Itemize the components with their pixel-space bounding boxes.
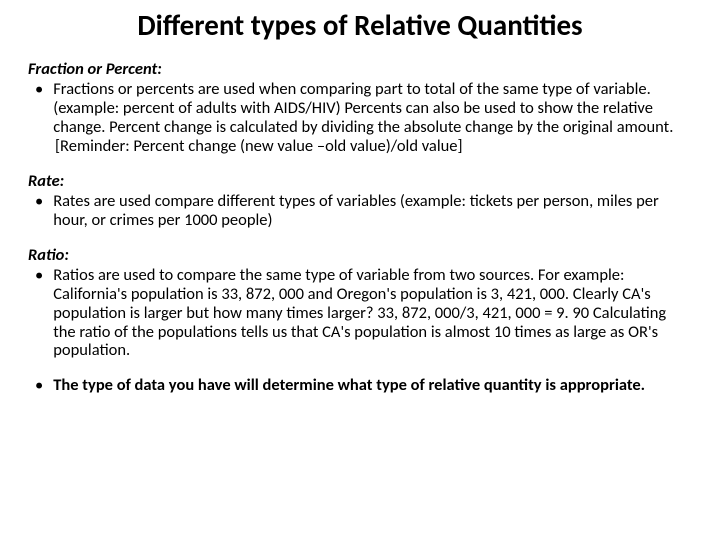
rate-heading: Rate:: [28, 172, 692, 191]
ratio-body: Ratios are used to compare the same type…: [53, 266, 692, 361]
section-ratio: Ratio: • Ratios are used to compare the …: [28, 246, 692, 361]
final-bullet-row: • The type of data you have will determi…: [28, 376, 692, 395]
fraction-heading: Fraction or Percent:: [28, 60, 692, 79]
bullet-marker: •: [28, 376, 53, 395]
ratio-heading: Ratio:: [28, 246, 692, 265]
section-final: • The type of data you have will determi…: [28, 376, 692, 395]
final-body: The type of data you have will determine…: [53, 376, 692, 395]
fraction-reminder: [Reminder: Percent change (new value –ol…: [28, 137, 692, 156]
fraction-body: Fractions or percents are used when comp…: [53, 80, 692, 137]
bullet-marker: •: [28, 266, 53, 285]
fraction-bullet-row: • Fractions or percents are used when co…: [28, 80, 692, 137]
section-rate: Rate: • Rates are used compare different…: [28, 172, 692, 230]
rate-bullet-row: • Rates are used compare different types…: [28, 192, 692, 230]
bullet-marker: •: [28, 80, 53, 99]
section-fraction: Fraction or Percent: • Fractions or perc…: [28, 60, 692, 156]
bullet-marker: •: [28, 192, 53, 211]
ratio-bullet-row: • Ratios are used to compare the same ty…: [28, 266, 692, 361]
rate-body: Rates are used compare different types o…: [53, 192, 692, 230]
slide-title: Different types of Relative Quantities: [28, 10, 692, 42]
